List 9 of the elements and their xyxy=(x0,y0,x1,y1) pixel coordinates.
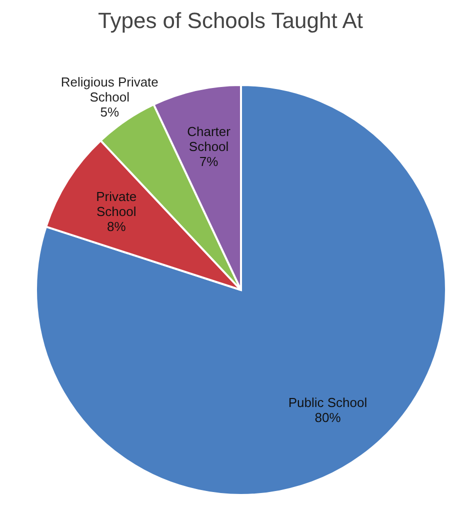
slice-label: Religious Private School xyxy=(60,74,158,104)
data-label: 5% xyxy=(100,104,120,120)
data-label: 7% xyxy=(199,153,219,168)
slice-label: Charter School xyxy=(187,123,232,154)
data-label: 8% xyxy=(106,218,126,234)
chart-title: Types of Schools Taught At xyxy=(97,8,364,34)
slice-label: Public School xyxy=(288,394,368,410)
slice-label: Private School xyxy=(96,188,137,218)
data-label: 80% xyxy=(314,409,342,424)
